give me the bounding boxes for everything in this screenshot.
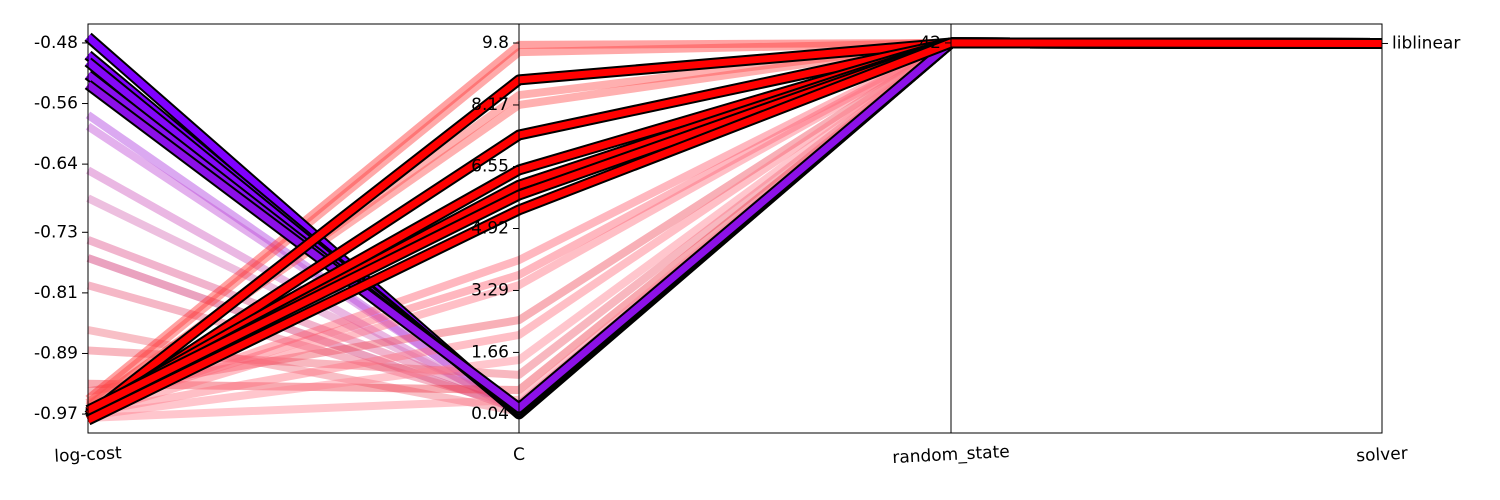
tick-label: 6.55 — [471, 157, 509, 177]
axis-label: C — [513, 445, 526, 466]
tick-label: 4.92 — [471, 219, 509, 239]
tick-label: 0.04 — [471, 404, 509, 424]
tick-label: -0.64 — [34, 154, 78, 174]
line — [86, 39, 1383, 424]
axis-label: solver — [1356, 444, 1408, 467]
tick-label: 42 — [919, 33, 941, 53]
axis-label: random_state — [892, 442, 1010, 468]
tick-label: -0.56 — [34, 94, 78, 114]
tick-label: 9.8 — [482, 33, 509, 53]
tick-label: 1.66 — [471, 342, 509, 362]
tick-label: -0.89 — [34, 343, 78, 363]
tick-label: -0.97 — [34, 404, 78, 424]
lines — [84, 32, 1383, 426]
axis-label: log-cost — [54, 443, 123, 467]
tick-label: 8.17 — [471, 95, 509, 115]
tick-label: -0.81 — [34, 283, 78, 303]
tick-label: -0.73 — [34, 222, 78, 242]
tick-label: 3.29 — [471, 280, 509, 300]
tick-label: liblinear — [1392, 33, 1460, 53]
tick-label: -0.48 — [34, 33, 78, 53]
